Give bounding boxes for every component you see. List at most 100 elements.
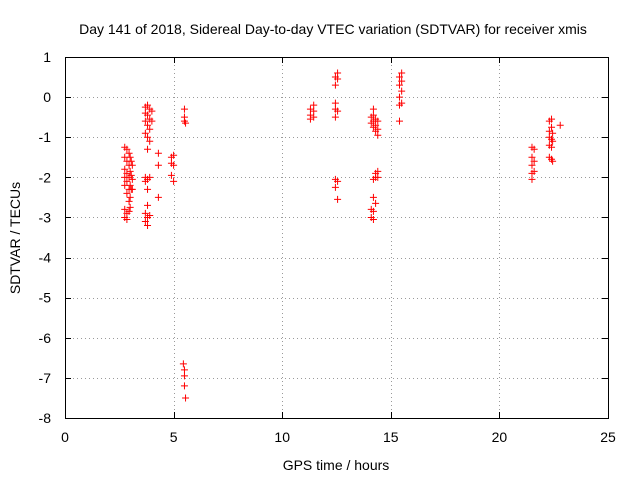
data-point <box>144 133 152 141</box>
data-point <box>334 107 342 115</box>
data-point <box>549 137 557 145</box>
data-point <box>549 157 557 165</box>
data-point <box>334 75 342 83</box>
data-point <box>146 211 154 219</box>
y-tick-label: 0 <box>43 89 51 105</box>
data-point <box>374 131 382 139</box>
y-tick-label: -4 <box>39 250 52 266</box>
data-point <box>128 161 136 169</box>
data-point <box>334 69 342 77</box>
data-point <box>167 171 175 179</box>
x-axis-label: GPS time / hours <box>283 457 390 473</box>
data-point <box>125 207 133 215</box>
data-point <box>395 81 403 89</box>
data-point <box>170 151 178 159</box>
y-axis-label: SDTVAR / TECUs <box>7 182 23 294</box>
data-point <box>395 73 403 81</box>
y-tick-label: -8 <box>39 410 52 426</box>
data-point <box>528 153 536 161</box>
data-point <box>374 125 382 133</box>
x-tick-label: 25 <box>600 429 616 445</box>
data-point <box>144 185 152 193</box>
data-point <box>180 372 188 380</box>
data-point <box>372 199 380 207</box>
x-tick-label: 10 <box>274 429 290 445</box>
data-point <box>128 185 136 193</box>
data-point <box>170 161 178 169</box>
data-point <box>125 197 133 205</box>
data-point <box>548 123 556 131</box>
data-point <box>398 87 406 95</box>
data-point <box>530 157 538 165</box>
data-point <box>369 111 377 119</box>
data-point <box>182 119 190 127</box>
data-point <box>123 189 131 197</box>
data-point <box>548 115 556 123</box>
data-point <box>141 209 149 217</box>
data-point <box>334 177 342 185</box>
data-point <box>144 201 152 209</box>
data-point <box>334 195 342 203</box>
data-point <box>528 175 536 183</box>
data-point <box>331 99 339 107</box>
data-point <box>369 105 377 113</box>
data-point <box>144 101 152 109</box>
data-point <box>310 113 318 121</box>
data-point <box>146 137 154 145</box>
data-point <box>331 113 339 121</box>
data-point <box>127 171 135 179</box>
grid-lines <box>65 57 608 418</box>
data-point <box>126 193 134 201</box>
y-tick-label: -7 <box>39 370 52 386</box>
x-tick-label: 0 <box>61 429 69 445</box>
data-point <box>180 105 188 113</box>
data-point <box>144 221 152 229</box>
data-point <box>148 117 156 125</box>
data-point <box>121 165 129 173</box>
data-point <box>127 157 135 165</box>
data-point <box>123 145 131 153</box>
y-tick-label: 1 <box>43 49 51 65</box>
data-point <box>331 183 339 191</box>
x-tick-label: 20 <box>492 429 508 445</box>
data-point <box>126 203 134 211</box>
data-point <box>530 145 538 153</box>
x-tick-label: 15 <box>383 429 399 445</box>
data-point <box>395 93 403 101</box>
data-point <box>398 77 406 85</box>
data-point <box>154 193 162 201</box>
data-point <box>179 360 187 368</box>
data-point <box>144 111 152 119</box>
data-point <box>123 177 131 185</box>
data-point <box>530 167 538 175</box>
data-point <box>121 205 129 213</box>
data-point <box>369 215 377 223</box>
data-point <box>154 161 162 169</box>
data-point <box>331 81 339 89</box>
data-point <box>148 107 156 115</box>
data-point <box>141 217 149 225</box>
data-point <box>310 107 318 115</box>
y-tick-label: -6 <box>39 330 52 346</box>
y-tick-label: -5 <box>39 290 52 306</box>
data-point <box>126 181 134 189</box>
data-point <box>528 161 536 169</box>
data-point <box>125 149 133 157</box>
data-point <box>395 117 403 125</box>
data-point <box>548 143 556 151</box>
data-point <box>170 177 178 185</box>
x-tick-label: 5 <box>170 429 178 445</box>
data-point <box>369 193 377 201</box>
y-tick-label: -2 <box>39 169 52 185</box>
data-point <box>374 167 382 175</box>
data-point <box>123 215 131 223</box>
data-point <box>144 121 152 129</box>
data-point <box>180 382 188 390</box>
data-point <box>369 207 377 215</box>
data-point <box>146 125 154 133</box>
data-point <box>154 149 162 157</box>
data-point <box>180 366 188 374</box>
data-point <box>144 145 152 153</box>
